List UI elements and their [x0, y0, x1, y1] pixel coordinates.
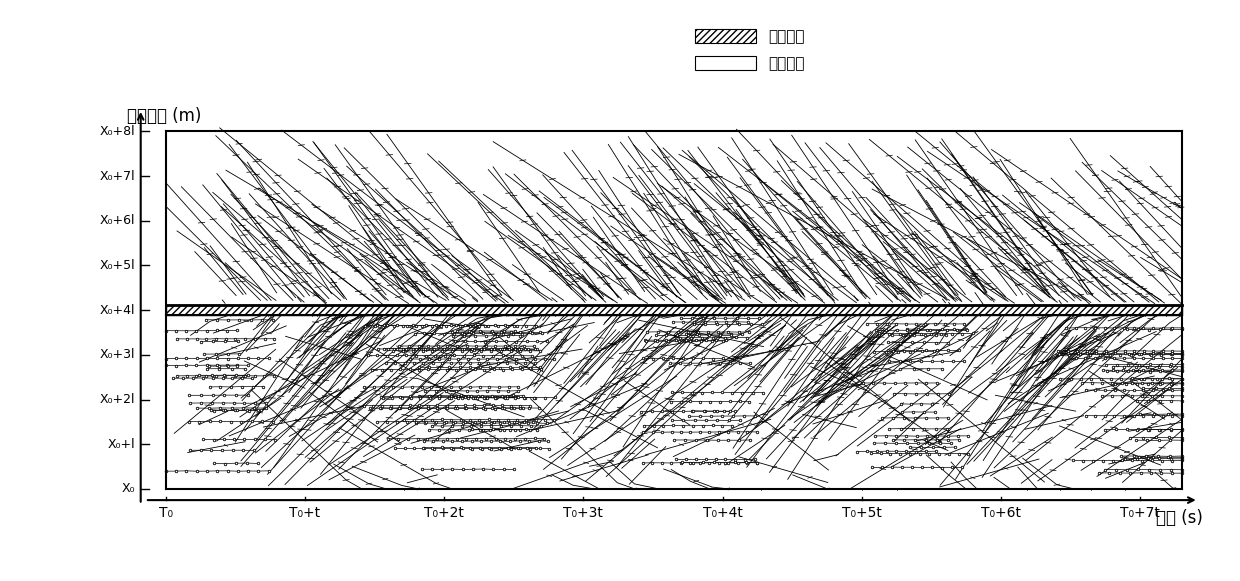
Text: X₀+6l: X₀+6l: [99, 214, 135, 227]
Text: 行驶距离 (m): 行驶距离 (m): [126, 107, 201, 125]
Text: 时间 (s): 时间 (s): [1156, 509, 1203, 527]
Text: T₀+3t: T₀+3t: [563, 506, 604, 520]
Text: T₀+4t: T₀+4t: [703, 506, 743, 520]
Text: T₀+5t: T₀+5t: [842, 506, 882, 520]
Text: X₀+3l: X₀+3l: [99, 349, 135, 361]
Text: T₀+6t: T₀+6t: [981, 506, 1021, 520]
Text: T₀+7t: T₀+7t: [1120, 506, 1161, 520]
Text: X₀+l: X₀+l: [108, 437, 135, 451]
Text: T₀+t: T₀+t: [289, 506, 320, 520]
Text: T₀+2t: T₀+2t: [424, 506, 464, 520]
Text: X₀+8l: X₀+8l: [99, 125, 135, 138]
Text: X₀+2l: X₀+2l: [99, 393, 135, 406]
Text: T₀: T₀: [159, 506, 172, 520]
Bar: [166, 305, 1182, 315]
Text: X₀+4l: X₀+4l: [99, 304, 135, 317]
Text: X₀: X₀: [122, 482, 135, 496]
Text: X₀+5l: X₀+5l: [99, 259, 135, 272]
Text: X₀+7l: X₀+7l: [99, 170, 135, 182]
Legend: 红灯时间, 绻灯时间: 红灯时间, 绻灯时间: [688, 23, 811, 77]
